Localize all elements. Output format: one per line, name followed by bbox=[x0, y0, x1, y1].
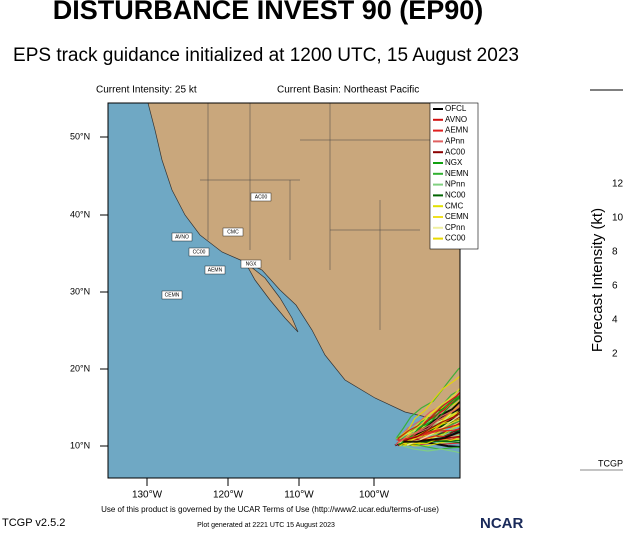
plot-time: Plot generated at 2221 UTC 15 August 202… bbox=[197, 522, 335, 529]
terms: Use of this product is governed by the U… bbox=[101, 505, 439, 514]
lat-label: 40°N bbox=[70, 209, 90, 219]
track-label: AVNO bbox=[175, 234, 189, 240]
track-label: AEMN bbox=[208, 267, 223, 273]
lon-label: 130°W bbox=[132, 490, 163, 501]
lon-label: 120°W bbox=[213, 490, 244, 501]
track-label: CMC bbox=[227, 229, 239, 235]
legend-label: CEMN bbox=[445, 212, 469, 221]
legend-label: AEMN bbox=[445, 126, 468, 135]
legend-label: NC00 bbox=[445, 191, 466, 200]
map bbox=[108, 103, 623, 478]
track-label: AC00 bbox=[255, 194, 268, 200]
lon-label: 110°W bbox=[284, 490, 314, 501]
panel-tick: 4 bbox=[612, 315, 618, 326]
legend-label: CC00 bbox=[445, 234, 466, 243]
panel-tick: 6 bbox=[612, 281, 618, 292]
title: DISTURBANCE INVEST 90 (EP90) bbox=[53, 0, 484, 25]
legend-label: NPnn bbox=[445, 180, 465, 189]
panel-tick: 12 bbox=[612, 179, 623, 190]
legend-label: NEMN bbox=[445, 169, 469, 178]
panel-axis-label: Forecast Intensity (kt) bbox=[589, 208, 606, 352]
track-label: NGX bbox=[246, 261, 258, 267]
intensity: Current Intensity: 25 kt bbox=[96, 85, 197, 96]
panel-tick: 8 bbox=[612, 247, 618, 258]
lat-label: 20°N bbox=[70, 363, 90, 373]
lon-label: 100°W bbox=[359, 490, 390, 501]
legend-label: CMC bbox=[445, 201, 463, 210]
track-label: CC00 bbox=[193, 249, 206, 255]
logo: NCAR bbox=[480, 515, 523, 532]
basin: Current Basin: Northeast Pacific bbox=[277, 85, 419, 96]
legend-label: NGX bbox=[445, 158, 463, 167]
panel-tick: 2 bbox=[612, 349, 618, 360]
legend-label: APnn bbox=[445, 137, 465, 146]
track-label: CEMN bbox=[165, 292, 180, 298]
legend-label: CPnn bbox=[445, 223, 465, 232]
version: TCGP v2.5.2 bbox=[2, 517, 65, 529]
panel-footer: TCGP bbox=[598, 458, 623, 468]
subtitle: EPS track guidance initialized at 1200 U… bbox=[13, 45, 519, 66]
lat-label: 10°N bbox=[70, 440, 90, 450]
lat-label: 50°N bbox=[70, 131, 90, 141]
legend-label: AVNO bbox=[445, 115, 467, 124]
legend-label: OFCL bbox=[445, 104, 467, 113]
legend-label: AC00 bbox=[445, 147, 466, 156]
lat-label: 30°N bbox=[70, 286, 90, 296]
panel-tick: 10 bbox=[612, 213, 623, 224]
